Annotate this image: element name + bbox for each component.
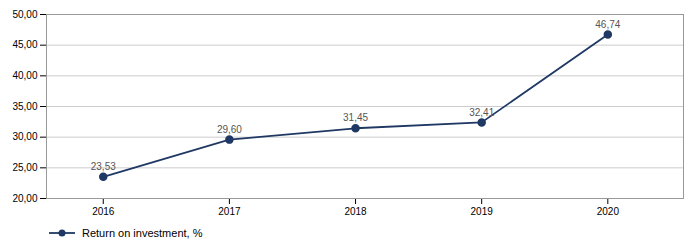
svg-text:20,00: 20,00 (12, 193, 37, 204)
svg-text:2017: 2017 (218, 206, 241, 217)
html-text:Return on investment, %: Return on investment, % (82, 227, 203, 239)
svg-text:40,00: 40,00 (12, 70, 37, 81)
svg-text:45,00: 45,00 (12, 39, 37, 50)
svg-text:32,41: 32,41 (469, 107, 494, 118)
svg-text:29,60: 29,60 (217, 124, 242, 135)
svg-text:31,45: 31,45 (343, 112, 368, 123)
svg-text:30,00: 30,00 (12, 131, 37, 142)
svg-text:23,53: 23,53 (91, 161, 116, 172)
svg-text:50,00: 50,00 (12, 9, 37, 20)
svg-text:25,00: 25,00 (12, 162, 37, 173)
svg-text:2019: 2019 (471, 206, 494, 217)
svg-text:2018: 2018 (344, 206, 367, 217)
svg-text:2016: 2016 (92, 206, 115, 217)
svg-text:35,00: 35,00 (12, 101, 37, 112)
svg-text:46,74: 46,74 (595, 19, 620, 30)
svg-text:2020: 2020 (597, 206, 620, 217)
